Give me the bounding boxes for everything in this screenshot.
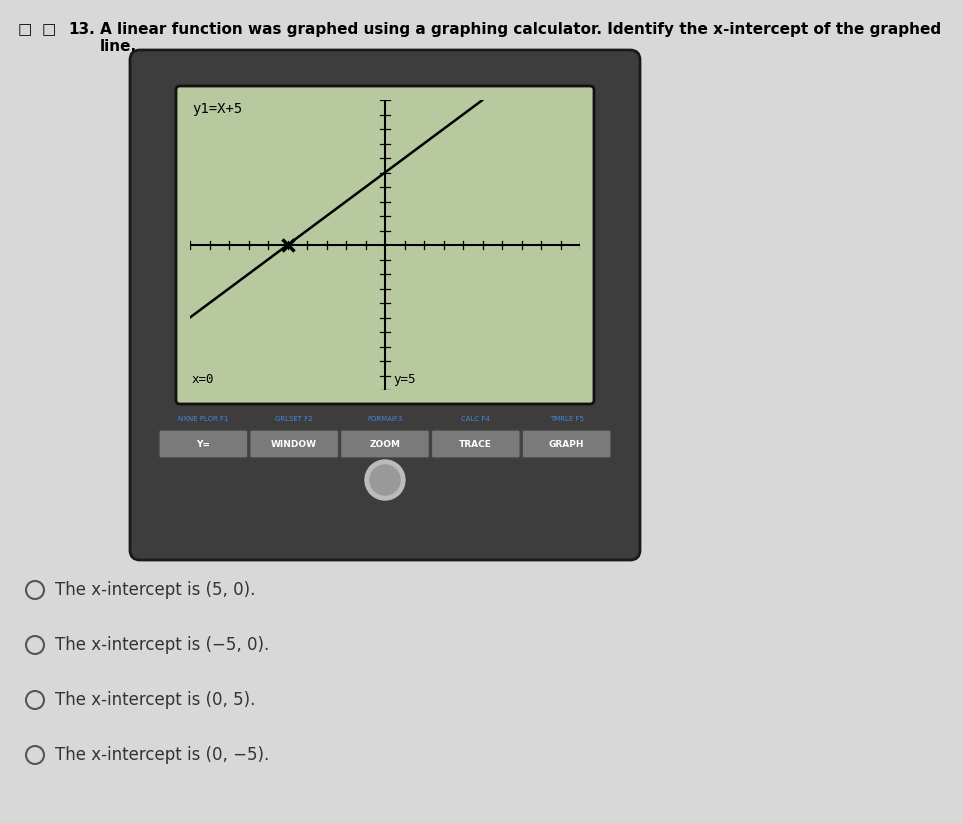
FancyBboxPatch shape bbox=[159, 430, 247, 458]
Text: y1=X+5: y1=X+5 bbox=[192, 102, 243, 116]
Text: 13.: 13. bbox=[68, 22, 94, 37]
FancyBboxPatch shape bbox=[249, 430, 339, 458]
Text: The x-intercept is (−5, 0).: The x-intercept is (−5, 0). bbox=[55, 636, 270, 654]
Text: GRLSET F2: GRLSET F2 bbox=[275, 416, 313, 422]
Text: NXNE PLOR F1: NXNE PLOR F1 bbox=[178, 416, 228, 422]
Text: ZOOM: ZOOM bbox=[370, 439, 401, 449]
FancyBboxPatch shape bbox=[130, 50, 640, 560]
Text: The x-intercept is (0, 5).: The x-intercept is (0, 5). bbox=[55, 691, 255, 709]
Text: A linear function was graphed using a graphing calculator. Identify the x-interc: A linear function was graphed using a gr… bbox=[100, 22, 941, 54]
Text: □: □ bbox=[42, 22, 57, 37]
Text: TMRLE F5: TMRLE F5 bbox=[550, 416, 584, 422]
Text: CALC F4: CALC F4 bbox=[461, 416, 490, 422]
Circle shape bbox=[370, 465, 400, 495]
Text: TRACE: TRACE bbox=[459, 439, 492, 449]
FancyBboxPatch shape bbox=[341, 430, 429, 458]
Circle shape bbox=[365, 460, 405, 500]
FancyBboxPatch shape bbox=[431, 430, 520, 458]
Text: Y=: Y= bbox=[196, 439, 210, 449]
Text: □: □ bbox=[18, 22, 33, 37]
Text: WINDOW: WINDOW bbox=[272, 439, 317, 449]
FancyBboxPatch shape bbox=[176, 86, 594, 404]
FancyBboxPatch shape bbox=[522, 430, 611, 458]
Text: y=5: y=5 bbox=[393, 373, 415, 386]
Text: GRAPH: GRAPH bbox=[549, 439, 585, 449]
Text: FORMAIF3: FORMAIF3 bbox=[367, 416, 403, 422]
Text: The x-intercept is (0, −5).: The x-intercept is (0, −5). bbox=[55, 746, 270, 764]
Text: The x-intercept is (5, 0).: The x-intercept is (5, 0). bbox=[55, 581, 255, 599]
Text: x=0: x=0 bbox=[192, 373, 215, 386]
